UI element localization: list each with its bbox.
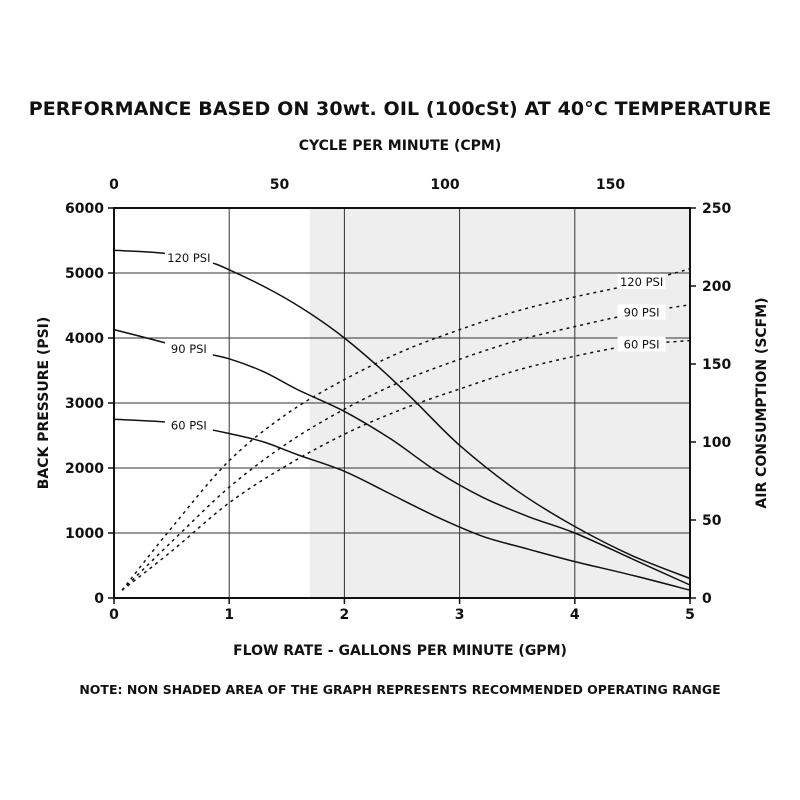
curve-label-bg (617, 273, 666, 289)
curve-label-60-psi: 60 PSI (624, 338, 660, 352)
y-right-tick-label: 150 (702, 357, 731, 373)
y-right-tick-label: 100 (702, 435, 731, 451)
y-left-tick-label: 1000 (65, 526, 104, 542)
y-left-tick-label: 3000 (65, 396, 104, 412)
y-left-tick-label: 4000 (65, 331, 104, 347)
curve-label-60-psi: 60 PSI (171, 419, 207, 433)
cpm-tick-label: 150 (596, 177, 625, 193)
x-tick-label: 4 (570, 607, 580, 623)
y-right-tick-label: 50 (702, 513, 722, 529)
note-text: NOTE: NON SHADED AREA OF THE GRAPH REPRE… (79, 682, 721, 697)
y-right-tick-label: 0 (702, 591, 712, 607)
x-axis-title: FLOW RATE - GALLONS PER MINUTE (GPM) (233, 643, 567, 659)
x-tick-label: 2 (340, 607, 350, 623)
curve-label-90-psi: 90 PSI (624, 306, 660, 320)
curve-label-90-psi: 90 PSI (171, 342, 207, 356)
y-left-tick-label: 0 (94, 591, 104, 607)
x-tick-label: 0 (109, 607, 119, 623)
y-left-tick-label: 5000 (65, 266, 104, 282)
curve-label-bg (617, 304, 666, 320)
series-air-consumption-120-psi (121, 268, 691, 591)
curve-label-120-psi: 120 PSI (167, 251, 210, 265)
y-left-tick-label: 6000 (65, 201, 104, 217)
chart-title: PERFORMANCE BASED ON 30wt. OIL (100cSt) … (28, 98, 772, 120)
top-axis-title: CYCLE PER MINUTE (CPM) (298, 138, 502, 154)
curve-label-bg (164, 417, 213, 433)
y-right-tick-label: 200 (702, 279, 731, 295)
cpm-tick-label: 100 (430, 177, 459, 193)
curve-label-bg (164, 341, 213, 357)
x-tick-label: 5 (685, 607, 695, 623)
y-right-axis-title: AIR CONSUMPTION (SCFM) (754, 297, 770, 508)
curve-label-bg (164, 249, 213, 265)
y-right-tick-label: 250 (702, 201, 731, 217)
x-tick-label: 1 (224, 607, 234, 623)
cpm-tick-label: 50 (270, 177, 290, 193)
y-left-tick-label: 2000 (65, 461, 104, 477)
cpm-tick-label: 0 (109, 177, 119, 193)
curve-label-bg (617, 336, 666, 352)
curve-label-120-psi: 120 PSI (620, 275, 663, 289)
y-left-axis-title: BACK PRESSURE (PSI) (36, 317, 52, 490)
x-tick-label: 3 (455, 607, 465, 623)
series-air-consumption-60-psi (121, 339, 691, 591)
